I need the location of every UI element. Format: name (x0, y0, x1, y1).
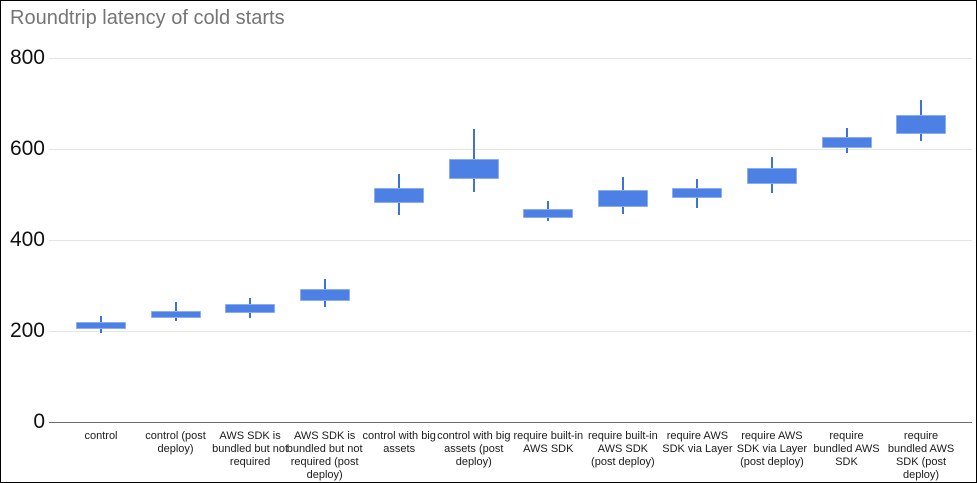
x-axis-label-1: control (84, 430, 118, 442)
y-axis-tick-label-200: 200 (9, 319, 45, 342)
x-axis-label-8: require built-in AWS SDK (post deploy) (587, 430, 658, 468)
x-axis-label-6: control with big assets (post deploy) (437, 430, 511, 468)
x-axis-label-2: control (post deploy) (145, 430, 206, 455)
x-axis-label-10: require AWS SDK via Layer (post deploy) (736, 430, 808, 468)
x-axis-label-5: control with big assets (362, 430, 436, 455)
candle-box-12[interactable] (896, 115, 947, 134)
candle-box-7[interactable] (523, 208, 574, 218)
chart-title: Roundtrip latency of cold starts (10, 7, 285, 29)
gridline-200 (49, 331, 972, 332)
candle-box-9[interactable] (672, 187, 723, 198)
y-axis-tick-label-400: 400 (9, 228, 45, 251)
candle-box-5[interactable] (374, 187, 425, 204)
x-axis-label-12: require bundled AWS SDK (post deploy) (887, 430, 955, 481)
candle-box-11[interactable] (821, 136, 872, 148)
candle-box-6[interactable] (448, 159, 499, 180)
x-axis-label-7: require built-in AWS SDK (513, 430, 584, 455)
gridline-600 (49, 149, 972, 150)
y-axis-tick-label-0: 0 (33, 410, 45, 433)
x-axis-label-4: AWS SDK is bundled but not required (pos… (286, 430, 363, 481)
candle-box-4[interactable] (299, 289, 350, 301)
gridline-400 (49, 240, 972, 241)
candle-box-1[interactable] (76, 321, 126, 329)
x-axis-line (49, 422, 972, 423)
candle-box-3[interactable] (225, 304, 276, 313)
y-axis-tick-label-800: 800 (9, 46, 45, 69)
x-axis-label-9: require AWS SDK via Layer (662, 430, 733, 455)
candle-box-2[interactable] (150, 310, 201, 319)
y-axis-tick-label-600: 600 (9, 137, 45, 160)
gridline-800 (49, 58, 972, 59)
x-axis-label-11: require bundled AWS SDK (813, 430, 880, 468)
candle-box-10[interactable] (746, 168, 797, 185)
x-axis-label-3: AWS SDK is bundled but not required (212, 430, 289, 468)
candle-box-8[interactable] (597, 190, 648, 207)
